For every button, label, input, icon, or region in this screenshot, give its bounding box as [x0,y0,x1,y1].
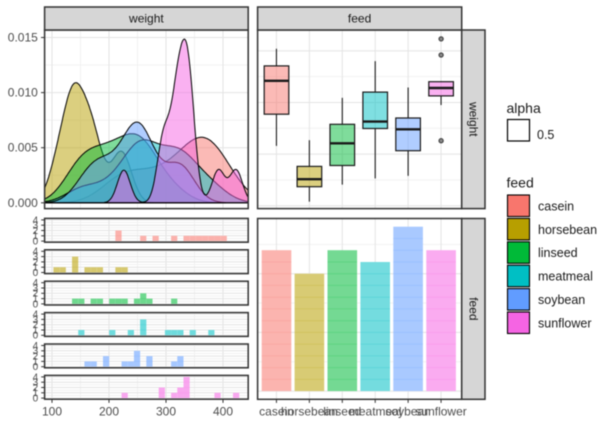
svg-text:soybean: soybean [538,293,585,307]
svg-text:0.015: 0.015 [8,31,38,45]
svg-text:horsebean: horsebean [538,223,597,237]
svg-text:1: 1 [33,294,39,305]
svg-text:4: 4 [33,278,39,289]
svg-text:200: 200 [99,404,119,418]
svg-text:0.005: 0.005 [8,141,38,155]
svg-text:0.010: 0.010 [8,86,38,100]
svg-text:sunflower: sunflower [538,316,592,330]
svg-text:3: 3 [33,252,39,263]
svg-text:casein: casein [259,404,294,418]
svg-text:0: 0 [33,362,39,373]
svg-text:3: 3 [33,315,39,326]
svg-text:soybean: soybean [385,404,430,418]
svg-text:2: 2 [33,226,39,237]
svg-text:horsebean: horsebean [281,404,338,418]
svg-text:casein: casein [538,199,574,213]
svg-text:0.5: 0.5 [537,128,554,142]
svg-text:0: 0 [33,331,39,342]
svg-text:4: 4 [33,341,39,352]
svg-text:meatmeal: meatmeal [349,404,402,418]
svg-text:feed: feed [348,12,371,26]
svg-text:2: 2 [33,257,39,268]
svg-text:2: 2 [33,352,39,363]
svg-text:1: 1 [33,388,39,399]
svg-text:0.000: 0.000 [8,196,38,210]
svg-text:4: 4 [33,247,39,258]
svg-text:alpha: alpha [507,100,541,116]
svg-text:0: 0 [33,237,39,248]
svg-text:sunflower: sunflower [415,404,466,418]
svg-text:feed: feed [466,297,480,320]
svg-text:linseed: linseed [323,404,361,418]
svg-text:2: 2 [33,320,39,331]
svg-text:meatmeal: meatmeal [538,270,593,284]
svg-text:300: 300 [156,404,176,418]
svg-text:3: 3 [33,283,39,294]
svg-text:1: 1 [33,357,39,368]
svg-text:400: 400 [213,404,233,418]
svg-text:0: 0 [33,394,39,405]
svg-text:linseed: linseed [538,246,578,260]
svg-text:100: 100 [42,404,62,418]
svg-text:3: 3 [33,221,39,232]
svg-text:1: 1 [33,231,39,242]
svg-text:1: 1 [33,263,39,274]
svg-text:3: 3 [33,346,39,357]
svg-text:0: 0 [33,268,39,279]
svg-text:1: 1 [33,325,39,336]
svg-text:0: 0 [33,299,39,310]
svg-text:2: 2 [33,289,39,300]
svg-text:weight: weight [128,12,164,26]
svg-text:4: 4 [33,215,39,226]
svg-text:2: 2 [33,383,39,394]
svg-text:weight: weight [466,101,480,137]
svg-text:feed: feed [507,174,534,190]
svg-text:4: 4 [33,372,39,383]
svg-text:4: 4 [33,310,39,321]
svg-text:3: 3 [33,378,39,389]
